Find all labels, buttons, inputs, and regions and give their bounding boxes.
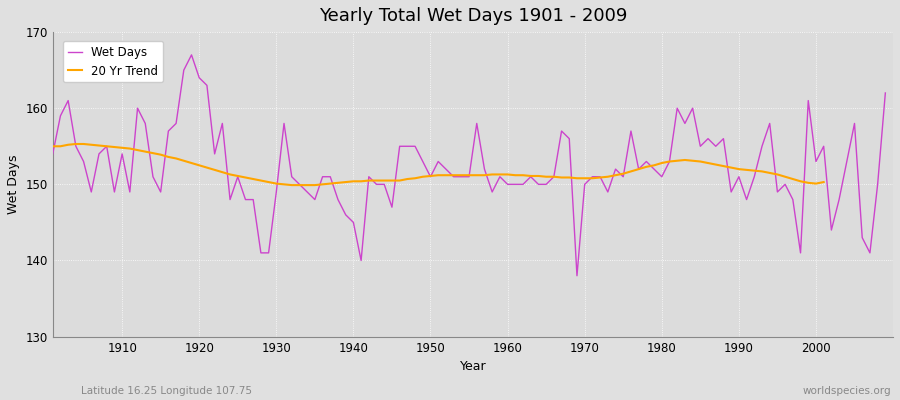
20 Yr Trend	[48, 144, 58, 149]
Y-axis label: Wet Days: Wet Days	[7, 154, 20, 214]
Wet Days	[502, 182, 513, 187]
Line: Wet Days: Wet Days	[53, 55, 886, 276]
Line: 20 Yr Trend: 20 Yr Trend	[53, 144, 824, 185]
Wet Days	[572, 273, 582, 278]
20 Yr Trend	[526, 174, 536, 178]
20 Yr Trend	[109, 145, 120, 150]
Wet Days	[510, 182, 521, 187]
X-axis label: Year: Year	[460, 360, 486, 373]
20 Yr Trend	[602, 174, 613, 179]
Wet Days	[880, 90, 891, 95]
Wet Days	[48, 152, 58, 156]
Text: worldspecies.org: worldspecies.org	[803, 386, 891, 396]
Text: Latitude 16.25 Longitude 107.75: Latitude 16.25 Longitude 107.75	[81, 386, 252, 396]
20 Yr Trend	[641, 164, 652, 169]
Wet Days	[109, 190, 120, 194]
Wet Days	[286, 174, 297, 179]
Wet Days	[610, 167, 621, 172]
20 Yr Trend	[818, 180, 829, 184]
Title: Yearly Total Wet Days 1901 - 2009: Yearly Total Wet Days 1901 - 2009	[319, 7, 627, 25]
Legend: Wet Days, 20 Yr Trend: Wet Days, 20 Yr Trend	[63, 41, 163, 82]
Wet Days	[333, 197, 344, 202]
20 Yr Trend	[70, 142, 81, 146]
Wet Days	[186, 52, 197, 57]
20 Yr Trend	[248, 177, 258, 182]
20 Yr Trend	[286, 183, 297, 188]
20 Yr Trend	[418, 174, 428, 179]
